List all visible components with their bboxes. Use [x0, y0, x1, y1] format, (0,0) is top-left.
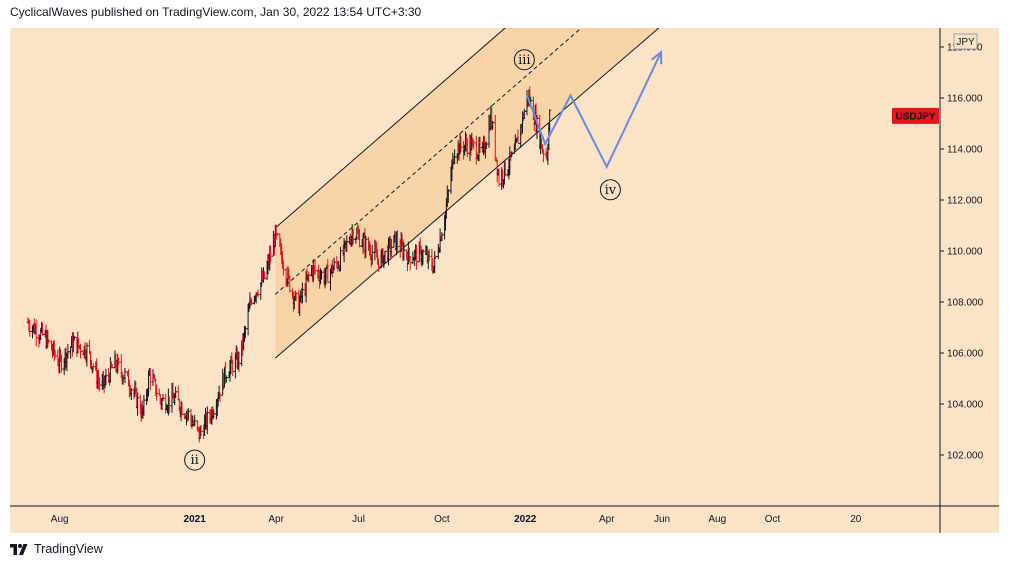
- currency-label: JPY: [956, 37, 975, 48]
- price-tick-label: 114.000: [947, 145, 983, 156]
- price-bar: [142, 394, 146, 416]
- projection-arrowhead: [651, 50, 663, 65]
- time-tick-label: Jul: [352, 514, 365, 525]
- price-bar: [79, 343, 82, 359]
- time-tick-label: 2021: [184, 514, 207, 525]
- wave-label-ii: ii: [190, 453, 198, 468]
- price-bar: [161, 393, 165, 401]
- tradingview-logo-icon: [10, 543, 28, 555]
- time-tick-label: Oct: [434, 514, 450, 525]
- symbol-badge[interactable]: [892, 107, 939, 124]
- wave-label-iv: iv: [605, 183, 617, 198]
- chart-area[interactable]: ii iii iv 102.000 104.000 106.000 108.000 110.…: [10, 28, 999, 533]
- price-tick-label: 102.000: [947, 451, 984, 462]
- price-bar: [231, 359, 235, 376]
- tradingview-brand: TradingView: [34, 542, 103, 556]
- time-tick-label: Oct: [765, 514, 781, 525]
- price-bar: [69, 346, 73, 359]
- price-bar: [176, 385, 180, 401]
- time-tick-label: 2022: [514, 514, 537, 525]
- wave-label-circle: [513, 49, 535, 71]
- wave-label-circle: [184, 449, 206, 471]
- axes: 102.000 104.000 106.000 108.000 110.000 112.0…: [10, 28, 999, 533]
- price-bar: [541, 148, 545, 163]
- price-tick-label: 112.000: [947, 196, 983, 207]
- time-tick-label: Aug: [708, 514, 726, 525]
- price-bar: [60, 354, 63, 373]
- wave-projection[interactable]: [526, 50, 663, 170]
- price-bar: [548, 109, 552, 132]
- channel-median-line[interactable]: [274, 28, 799, 295]
- time-tick-label: Apr: [599, 514, 615, 525]
- time-tick-label: 20: [850, 514, 862, 525]
- price-tick-label: 104.000: [947, 400, 984, 411]
- wave-label-circle: [599, 179, 621, 201]
- price-bar: [123, 367, 127, 384]
- currency-badge[interactable]: [953, 33, 978, 50]
- publisher-header: CyclicalWaves published on TradingView.c…: [10, 5, 422, 19]
- price-tick-label: 116.000: [947, 94, 983, 105]
- price-bar: [148, 368, 152, 391]
- price-tick-label: 110.000: [947, 247, 983, 258]
- time-tick-label: Jun: [654, 514, 670, 525]
- price-tick-label: 106.000: [947, 349, 984, 360]
- channel-upper-line[interactable]: [274, 28, 799, 229]
- ohlc-bars: [26, 86, 552, 443]
- projection-path[interactable]: [526, 51, 662, 170]
- symbol-badge-label: USDJPY: [895, 111, 935, 122]
- time-tick-label: Apr: [268, 514, 284, 525]
- wave-label-iii: iii: [518, 53, 530, 68]
- price-tick-label: 108.000: [947, 298, 984, 309]
- tradingview-footer[interactable]: TradingView: [10, 542, 103, 556]
- time-tick-label: Aug: [51, 514, 69, 525]
- price-bar: [164, 393, 168, 414]
- channel-fill: [275, 28, 659, 359]
- parallel-channel[interactable]: [274, 28, 799, 359]
- price-bar: [174, 386, 178, 398]
